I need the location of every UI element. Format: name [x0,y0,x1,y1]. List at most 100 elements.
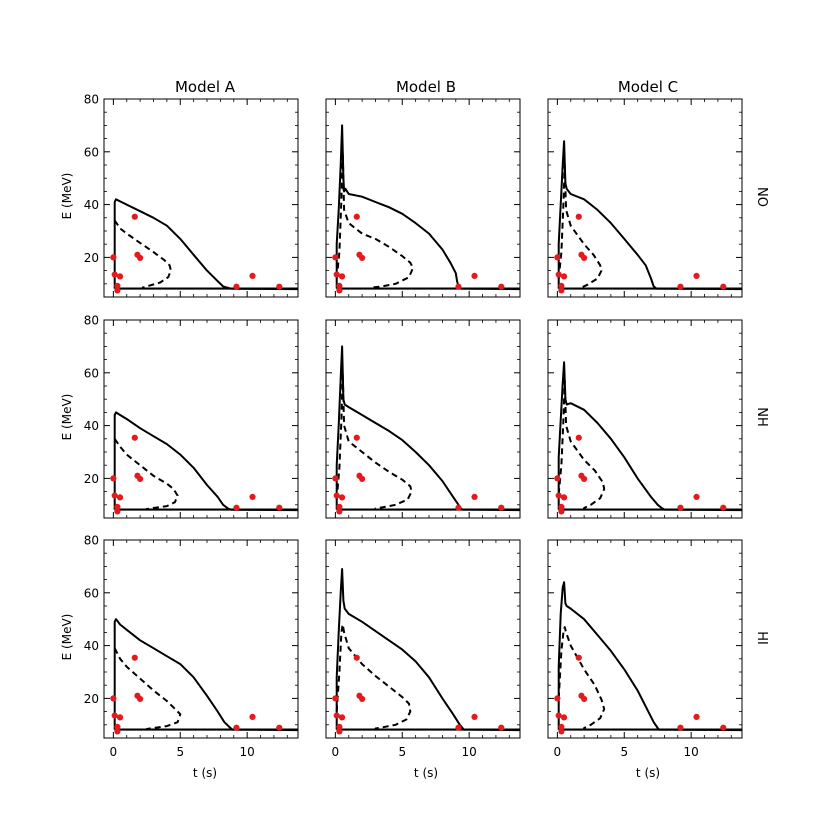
panel-model-a-hi-y-tick-label: 80 [84,534,99,548]
panel-model-c-no-event-point-9 [693,272,700,279]
panel-model-c-hi-inner-curve [557,626,606,730]
x-axis-labels: t (s) t (s) t (s) [193,766,660,780]
panel-model-b-nh-event-point-9 [471,493,478,500]
panel-model-a-no-event-point-9 [249,272,256,279]
panel-model-b-nh-inner-curve [335,371,413,510]
panel-model-c-hi-event-point-1 [555,712,562,719]
panel-model-a-hi-inner-curve [113,647,182,730]
panel-model-c-nh-event-point-3 [558,503,565,511]
panel-model-b-hi-event-point-0 [332,695,339,702]
panel-model-a-no-inner-curve [113,219,172,289]
panel-model-c-no-plot-area [554,140,742,294]
x-axis-label-model-a: t (s) [193,766,217,780]
panel-model-c-nh-event-point-0 [554,475,561,482]
panel-model-c-nh-event-point-1 [555,492,562,499]
panel-model-c-hi-event-point-7 [581,695,588,703]
panel-model-c-hi: 0 5 10 [547,539,743,759]
panel-model-b-no-event-point-9 [471,272,478,279]
column-title-model-b: Model B [396,78,456,96]
panel-model-b-hi-frame [325,539,521,739]
panel-model-b-no-event-point-10 [498,283,505,290]
panel-model-b-no-event-point-0 [332,254,339,261]
panel-model-a-nh-plot-area [110,411,298,515]
panel-model-b-no-event-point-1 [333,271,340,278]
column-titles: Model A Model B Model C [175,78,678,96]
panel-model-a-no-event-point-5 [131,213,138,220]
panel-model-a-no-y-tick-label: 20 [84,251,99,265]
panel-model-b-no-event-point-8 [455,283,462,290]
panel-model-a-nh-event-point-0 [110,475,117,482]
panel-model-c-no [547,98,743,298]
panel-model-b-nh-event-point-5 [353,434,360,441]
panel-model-a-hi-event-point-4 [116,714,124,721]
panel-model-a-hi-event-point-0 [110,695,117,702]
y-axis-label-row-hi: E (MeV) [60,614,74,661]
panel-model-c-nh-event-point-9 [693,493,700,500]
panel-model-a-no-y-tick-label: 60 [84,145,99,159]
panel-model-b-hi-inner-curve [335,623,412,730]
panel-model-c-hi-event-point-0 [554,695,561,702]
panel-model-a-nh-inner-curve [113,438,179,510]
panel-model-b-hi-outer-curve [335,568,520,732]
panel-model-b-no [325,98,521,298]
panel-model-a-no-event-point-10 [276,283,283,290]
panel-model-c-nh-plot-area [554,361,742,515]
panel-model-a-nh-event-point-4 [116,494,124,501]
panel-model-c-hi-event-point-5 [575,654,582,661]
panel-model-a-hi-y-tick-label: 20 [84,692,99,706]
panel-model-a-hi-y-tick-label: 60 [84,586,99,600]
panel-model-c-hi-event-point-4 [560,714,568,721]
panel-model-b-no-event-point-4 [338,273,346,280]
panel-model-c-no-frame [547,98,743,298]
panel-model-b-nh-event-point-8 [455,504,462,511]
panel-model-b-hi-event-point-9 [471,713,478,720]
panel-model-a-hi-event-point-9 [249,713,256,720]
panel-model-c-hi-plot-area [554,581,742,735]
panel-model-b-hi: 0 5 10 [325,539,521,759]
panel-model-b-nh-event-point-3 [336,503,343,511]
column-title-model-a: Model A [175,78,236,96]
panel-model-c-nh-outer-curve [557,361,742,512]
panel-model-c-no-event-point-4 [560,273,568,280]
panel-model-b-no-plot-area [332,124,520,294]
panel-model-c-nh-event-point-10 [720,504,727,511]
panel-model-c-hi-x-tick-label: 5 [620,745,628,759]
panel-model-a-nh-event-point-10 [276,504,283,511]
panel-model-a-hi-event-point-1 [111,712,118,719]
panel-model-a-no-event-point-1 [111,271,118,278]
panel-model-b-hi-x-tick-label: 10 [462,745,477,759]
panel-model-b-hi-event-point-1 [333,712,340,719]
panel-model-a-hi-event-point-3 [114,723,121,731]
panel-model-a-no-event-point-8 [233,283,240,290]
panel-model-a-nh-y-tick-label: 40 [84,419,99,433]
panel-model-b-no-inner-curve [335,150,414,289]
panel-model-a-no-event-point-7 [137,254,144,262]
panel-model-b-nh-event-point-10 [498,504,505,511]
panel-model-b-nh-plot-area [332,345,520,515]
panel-model-c-no-event-point-2 [558,287,565,294]
panel-model-c-hi-frame [547,539,743,739]
panel-model-a-hi-y-tick-label: 40 [84,639,99,653]
row-label-no: NO [754,187,769,207]
panel-model-a-nh-y-tick-label: 80 [84,314,99,328]
panel-model-b-nh-event-point-2 [336,508,343,515]
panel-model-a-nh-event-point-7 [137,475,144,483]
panel-model-b-hi-event-point-5 [353,654,360,661]
panel-model-a-nh-event-point-3 [114,503,121,511]
row-labels: NO NH HI [754,187,769,645]
panel-model-a-nh-event-point-2 [114,508,121,515]
panel-model-c-hi-event-point-2 [558,728,565,735]
panel-model-b-hi-event-point-4 [338,714,346,721]
panel-model-a-hi-frame [103,539,299,739]
panel-model-b-hi-event-point-7 [359,695,366,703]
panel-model-b-no-event-point-3 [336,282,343,290]
panel-model-c-nh-event-point-8 [677,504,684,511]
panel-model-b-hi-event-point-3 [336,723,343,731]
panel-model-c-no-event-point-7 [581,254,588,262]
panel-model-a-nh-y-tick-label: 60 [84,366,99,380]
panel-model-a-hi-plot-area [110,618,298,735]
panel-model-c-no-event-point-5 [575,213,582,220]
panel-model-a-hi-event-point-2 [114,728,121,735]
panel-model-c-hi-event-point-10 [720,724,727,731]
